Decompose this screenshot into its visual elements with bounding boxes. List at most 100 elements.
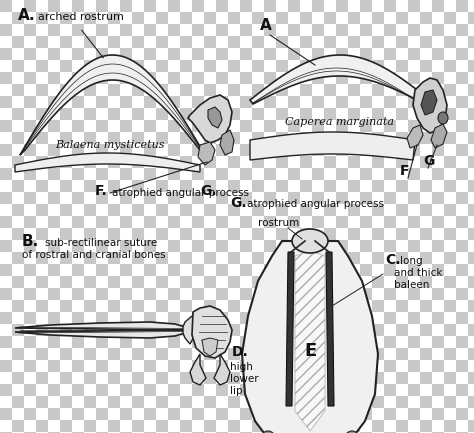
Bar [252,60,264,72]
Bar [240,384,252,396]
Bar [48,144,60,156]
Bar [24,384,36,396]
Bar [348,84,360,96]
Bar [396,204,408,216]
Bar [192,96,204,108]
Bar [144,432,156,433]
Text: atrophied angular process: atrophied angular process [112,188,249,198]
Bar [132,252,144,264]
Bar [468,252,474,264]
Bar [12,180,24,192]
Bar [144,384,156,396]
Bar [204,36,216,48]
Bar [276,276,288,288]
Bar [252,84,264,96]
Bar [252,396,264,408]
Bar [24,312,36,324]
Bar [372,180,384,192]
Bar [192,144,204,156]
Bar [0,288,12,300]
Bar [72,192,84,204]
Bar [396,228,408,240]
Polygon shape [431,124,447,148]
Bar [216,192,228,204]
Bar [384,312,396,324]
Bar [72,24,84,36]
Bar [408,0,420,12]
Bar [96,264,108,276]
Bar [408,288,420,300]
Bar [456,168,468,180]
Bar [432,192,444,204]
Bar [324,324,336,336]
Bar [468,324,474,336]
Bar [372,228,384,240]
Bar [348,348,360,360]
Bar [396,252,408,264]
Bar [408,432,420,433]
Bar [384,336,396,348]
Bar [48,432,60,433]
Bar [72,0,84,12]
Bar [264,240,276,252]
Bar [336,312,348,324]
Bar [36,36,48,48]
Bar [444,12,456,24]
Bar [312,384,324,396]
Bar [252,228,264,240]
Bar [144,120,156,132]
Bar [396,420,408,432]
Bar [96,0,108,12]
Bar [444,300,456,312]
Bar [276,372,288,384]
Bar [180,420,192,432]
Bar [156,396,168,408]
Bar [204,204,216,216]
Bar [252,36,264,48]
Bar [348,108,360,120]
Bar [36,204,48,216]
Bar [288,216,300,228]
Bar [360,48,372,60]
Bar [192,408,204,420]
Bar [168,120,180,132]
Bar [204,228,216,240]
Ellipse shape [292,229,328,253]
Bar [120,336,132,348]
Bar [72,168,84,180]
Bar [156,60,168,72]
Bar [312,168,324,180]
Bar [432,0,444,12]
Bar [132,420,144,432]
Bar [264,120,276,132]
Bar [384,144,396,156]
Bar [396,156,408,168]
Bar [264,336,276,348]
Bar [324,108,336,120]
Bar [336,288,348,300]
Bar [108,204,120,216]
Bar [12,12,24,24]
Bar [324,228,336,240]
Bar [156,36,168,48]
Bar [108,420,120,432]
Bar [132,228,144,240]
Bar [252,276,264,288]
Bar [228,348,240,360]
Bar [264,216,276,228]
Bar [264,24,276,36]
Bar [456,0,468,12]
Bar [348,396,360,408]
Bar [324,132,336,144]
Bar [228,60,240,72]
Bar [396,60,408,72]
Bar [60,228,72,240]
Bar [444,420,456,432]
Bar [264,408,276,420]
Bar [456,408,468,420]
Bar [36,276,48,288]
Polygon shape [15,322,185,338]
Bar [72,144,84,156]
Bar [348,324,360,336]
Bar [108,156,120,168]
